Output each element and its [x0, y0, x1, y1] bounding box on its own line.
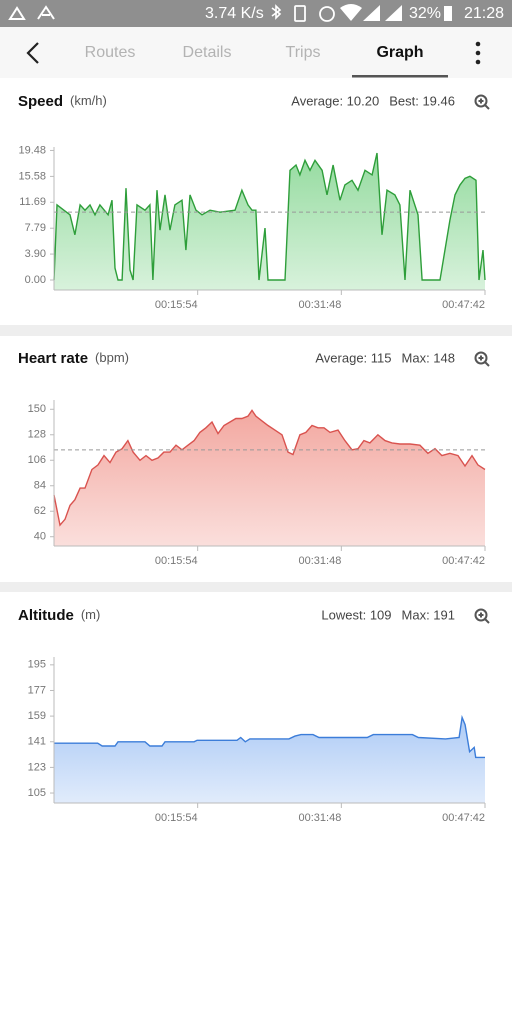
zoom-button[interactable] — [474, 351, 490, 367]
tab[interactable]: Details — [183, 44, 232, 61]
zoom-icon — [474, 608, 488, 622]
y-tick-label: 3.90 — [25, 248, 46, 260]
x-tick-label: 00:31:48 — [299, 299, 342, 311]
y-tick-label: 150 — [28, 403, 46, 415]
title: Altitude — [18, 607, 74, 624]
y-tick-label: 105 — [28, 787, 46, 799]
chart-title: Speed (km/h) — [18, 93, 107, 110]
menu-dot — [475, 50, 481, 56]
unit: (m) — [81, 607, 101, 622]
stat: Average: 115 — [315, 350, 391, 365]
menu-dot — [475, 41, 481, 47]
y-tick-label: 195 — [28, 659, 46, 671]
y-tick-label: 141 — [28, 736, 46, 748]
line — [53, 409, 486, 527]
tab[interactable]: Trips — [286, 44, 321, 61]
y-tick-label: 7.79 — [25, 222, 46, 234]
zoom-icon — [478, 98, 490, 110]
zoom-icon — [474, 94, 488, 108]
notification-icon — [8, 6, 26, 20]
y-tick-label: 123 — [28, 761, 46, 773]
x-tick-label: 00:15:54 — [155, 812, 198, 824]
app-icon — [37, 5, 55, 20]
bluetooth-icon — [271, 4, 282, 20]
alarm-icon — [319, 6, 335, 22]
line — [53, 152, 486, 281]
y-tick-label: 106 — [28, 454, 46, 466]
stat: Max: 191 — [402, 607, 455, 622]
stat: Max: 148 — [402, 350, 455, 365]
x-tick-label: 00:15:54 — [155, 299, 198, 311]
network-speed: 3.74 K/s — [205, 5, 264, 22]
title: Heart rate — [18, 350, 88, 367]
menu-dot — [475, 59, 481, 65]
zoom-icon — [478, 355, 490, 367]
y-tick-label: 84 — [34, 480, 46, 492]
y-tick-label: 19.48 — [18, 144, 46, 156]
chart-title: Altitude (m) — [18, 607, 100, 624]
vibrate-icon — [294, 5, 306, 22]
x-tick-label: 00:47:42 — [442, 812, 485, 824]
zoom-icon — [474, 351, 488, 365]
zoom-icon — [478, 612, 490, 624]
stat: Average: 10.20 — [291, 93, 379, 108]
separator — [0, 325, 512, 336]
x-tick-label: 00:31:48 — [299, 555, 342, 567]
zoom-button[interactable] — [474, 608, 490, 624]
x-tick-label: 00:47:42 — [442, 555, 485, 567]
y-tick-label: 15.58 — [18, 170, 46, 182]
unit: (bpm) — [95, 350, 129, 365]
area — [54, 717, 485, 803]
x-tick-label: 00:31:48 — [299, 812, 342, 824]
stat: Lowest: 109 — [321, 607, 391, 622]
status-bar — [0, 0, 512, 27]
y-tick-label: 159 — [28, 710, 46, 722]
back-button[interactable] — [26, 42, 39, 64]
y-tick-label: 40 — [34, 531, 46, 543]
zoom-button[interactable] — [474, 94, 490, 110]
y-tick-label: 62 — [34, 505, 46, 517]
y-tick-label: 0.00 — [25, 274, 46, 286]
wifi-icon — [340, 4, 362, 21]
line — [54, 714, 485, 759]
tab[interactable]: Routes — [85, 44, 136, 61]
y-tick-label: 177 — [28, 684, 46, 696]
y-tick-label: 128 — [28, 429, 46, 441]
y-tick-label: 11.69 — [19, 196, 46, 208]
signal-icon — [363, 5, 380, 21]
chart-title: Heart rate (bpm) — [18, 350, 129, 367]
x-tick-label: 00:47:42 — [442, 299, 485, 311]
battery-level: 32% — [409, 5, 441, 22]
clock: 21:28 — [464, 5, 504, 22]
x-tick-label: 00:15:54 — [155, 555, 198, 567]
area — [54, 153, 485, 290]
signal-icon — [385, 5, 402, 21]
title: Speed — [18, 93, 63, 110]
battery-icon — [444, 6, 452, 21]
separator — [0, 582, 512, 592]
area — [54, 410, 485, 546]
stat: Best: 19.46 — [389, 93, 455, 108]
tab-indicator — [352, 75, 448, 78]
tab[interactable]: Graph — [376, 44, 423, 61]
unit: (km/h) — [70, 93, 107, 108]
tab-bar — [0, 27, 512, 78]
more-menu[interactable] — [475, 41, 481, 65]
